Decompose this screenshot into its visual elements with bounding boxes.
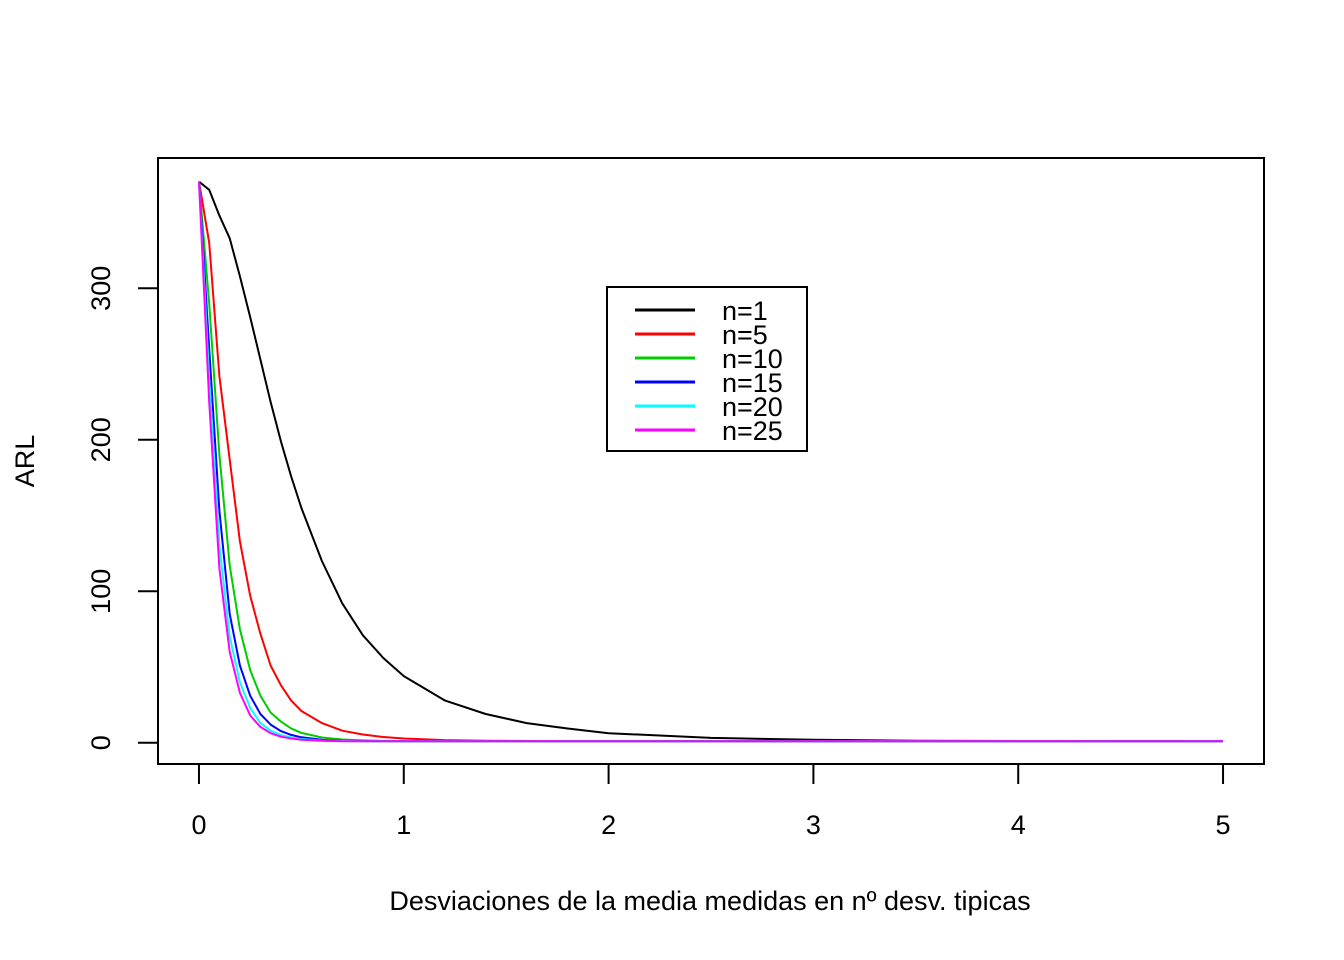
x-tick-label: 1 [396,810,411,840]
x-axis: 0 1 2 3 4 5 [191,763,1231,840]
legend-label-n10: n=10 [722,344,783,374]
x-tick-label: 4 [1011,810,1026,840]
legend-box [606,286,808,452]
y-axis-title: ARL [10,435,40,488]
plot-frame [157,157,1265,765]
legend-label-n15: n=15 [722,368,783,398]
y-tick-label: 0 [86,735,116,750]
legend-label-n25: n=25 [722,416,783,446]
x-tick-label: 2 [601,810,616,840]
legend-items: n=1n=5n=10n=15n=20n=25 [635,296,783,446]
series-line-n15 [198,181,1223,743]
series-line-n5 [198,181,1223,743]
x-axis-title: Desviaciones de la media medidas en nº d… [389,886,1030,916]
y-tick-label: 300 [86,266,116,311]
series-line-n1 [198,180,1224,743]
legend-label-n1: n=1 [722,296,768,326]
y-tick-label: 100 [86,569,116,614]
y-ticks: 0 100 200 300 [86,266,158,750]
legend: n=1n=5n=10n=15n=20n=25 [606,286,808,452]
x-tick-label: 0 [191,810,206,840]
y-axis: 0 100 200 300 [86,266,159,750]
x-ticks: 0 1 2 3 4 5 [191,764,1231,840]
x-tick-label: 5 [1216,810,1231,840]
x-tick-label: 3 [806,810,821,840]
legend-label-n20: n=20 [722,392,783,422]
y-tick-label: 200 [86,417,116,462]
series-line-n20 [198,181,1223,743]
series-line-n25 [198,181,1223,743]
legend-label-n5: n=5 [722,320,768,350]
series-lines [198,180,1224,743]
series-line-n10 [198,181,1223,743]
